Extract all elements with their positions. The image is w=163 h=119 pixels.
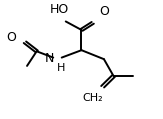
Text: N: N	[45, 52, 54, 64]
Text: O: O	[6, 31, 16, 44]
Text: CH₂: CH₂	[82, 93, 103, 103]
Text: HO: HO	[49, 3, 69, 16]
Text: H: H	[57, 63, 65, 73]
Text: O: O	[99, 5, 109, 18]
